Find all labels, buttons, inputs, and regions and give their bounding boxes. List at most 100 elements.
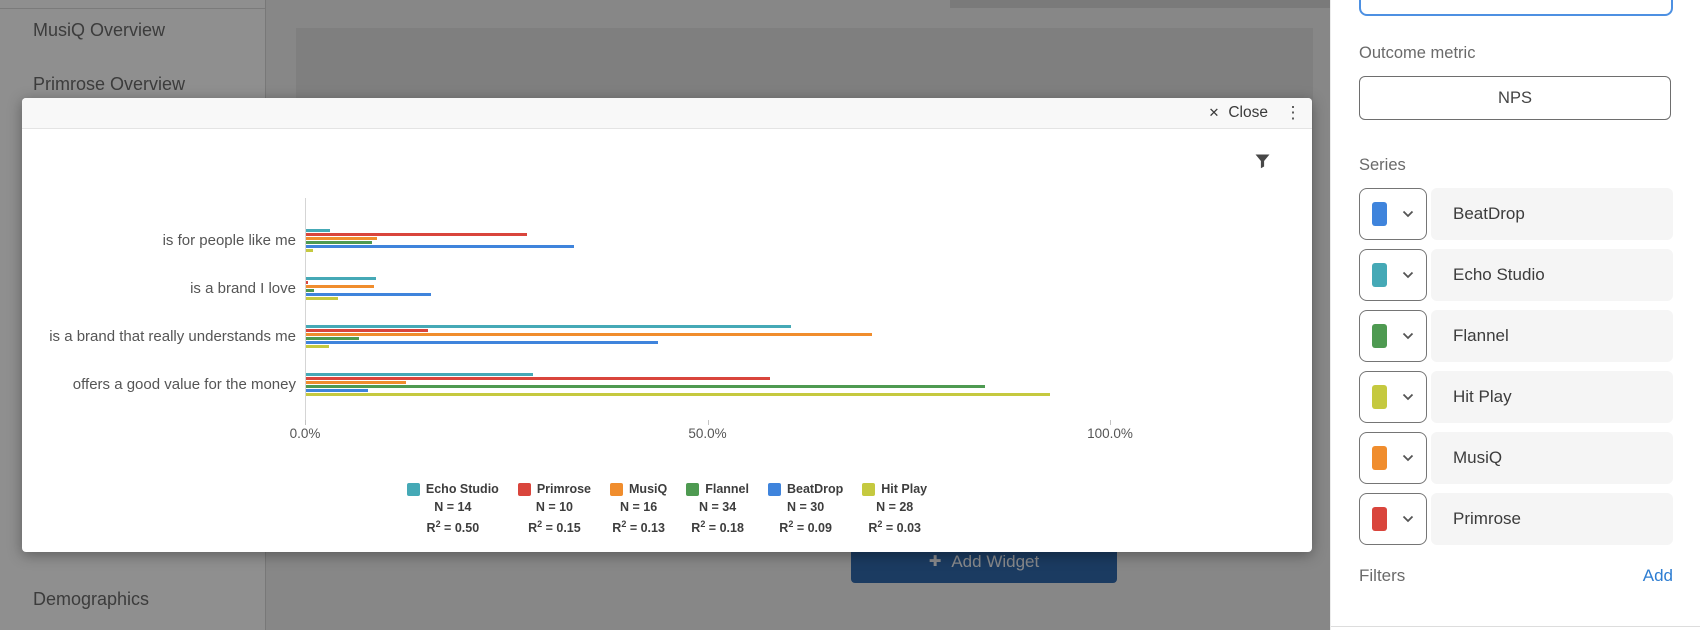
- series-color-swatch-icon: [1372, 446, 1387, 470]
- legend-n-value: N = 34: [699, 500, 737, 515]
- series-color-dropdown[interactable]: [1359, 432, 1427, 484]
- series-color-dropdown[interactable]: [1359, 249, 1427, 301]
- bar-musiq[interactable]: [306, 381, 406, 385]
- close-button[interactable]: ✕ Close: [1202, 98, 1274, 128]
- legend-series-name: MusiQ: [629, 482, 668, 496]
- bar-musiq[interactable]: [306, 285, 374, 289]
- bar-hit-play[interactable]: [306, 344, 329, 348]
- legend-series-name: BeatDrop: [786, 482, 844, 496]
- series-color-dropdown[interactable]: [1359, 371, 1427, 423]
- legend-r2-value: R2 = 0.13: [612, 518, 665, 535]
- legend-item[interactable]: Echo Studio N = 14 R2 = 0.50: [406, 482, 499, 535]
- series-name-pill[interactable]: BeatDrop: [1431, 188, 1673, 240]
- legend-item[interactable]: Hit Play N = 28 R2 = 0.03: [862, 482, 927, 535]
- modal-header: ✕ Close ⋮: [22, 98, 1312, 129]
- plus-icon: ✚: [928, 553, 942, 570]
- legend-series-name: Flannel: [705, 482, 749, 496]
- canvas-top-strip: [950, 0, 1330, 8]
- series-label: Series: [1359, 156, 1406, 174]
- series-color-swatch-icon: [1372, 263, 1387, 287]
- series-color-swatch-icon: [1372, 385, 1387, 409]
- legend-r2-value: R2 = 0.09: [779, 518, 832, 535]
- add-widget-label: Add Widget: [951, 551, 1040, 571]
- bar-flannel[interactable]: [306, 241, 372, 245]
- bar-primrose[interactable]: [306, 377, 770, 381]
- bar-hit-play[interactable]: [306, 248, 314, 252]
- sidebar-item-musiq-overview[interactable]: MusiQ Overview: [33, 20, 166, 40]
- legend-n-value: N = 14: [434, 500, 472, 515]
- series-name-pill[interactable]: Flannel: [1431, 310, 1673, 362]
- filter-funnel-icon[interactable]: [1255, 154, 1270, 172]
- chevron-down-icon: [1402, 515, 1414, 523]
- legend-swatch-icon: [406, 482, 420, 496]
- series-name-pill[interactable]: MusiQ: [1431, 432, 1673, 484]
- legend-series-name: Echo Studio: [425, 482, 499, 496]
- series-name-pill[interactable]: Echo Studio: [1431, 249, 1673, 301]
- x-tick-mark: [305, 420, 306, 425]
- bar-flannel[interactable]: [306, 289, 315, 293]
- bar-flannel[interactable]: [306, 385, 985, 389]
- bar-musiq[interactable]: [306, 237, 377, 241]
- bar-echo-studio[interactable]: [306, 373, 533, 377]
- series-color-swatch-icon: [1372, 202, 1387, 226]
- legend-r2-value: R2 = 0.50: [426, 518, 480, 535]
- series-color-dropdown[interactable]: [1359, 310, 1427, 362]
- x-tick-label: 50.0%: [688, 426, 727, 441]
- bar-beatdrop[interactable]: [306, 388, 368, 393]
- series-color-dropdown[interactable]: [1359, 493, 1427, 545]
- x-tick-label: 0.0%: [289, 426, 321, 441]
- bar-flannel[interactable]: [306, 337, 360, 341]
- metric-input[interactable]: [1359, 0, 1673, 16]
- close-label: Close: [1228, 104, 1268, 121]
- bar-beatdrop[interactable]: [306, 244, 575, 249]
- filters-row: Filters Add: [1359, 566, 1673, 586]
- legend-r2-value: R2 = 0.18: [691, 518, 744, 535]
- outcome-metric-label: Outcome metric: [1359, 44, 1476, 62]
- chart-modal: ✕ Close ⋮ is for people like me is a bran…: [22, 98, 1312, 552]
- category-label: is a brand I love: [190, 280, 296, 297]
- legend-r2-value: R2 = 0.03: [868, 518, 921, 535]
- series-color-dropdown[interactable]: [1359, 188, 1427, 240]
- series-color-swatch-icon: [1372, 507, 1387, 531]
- legend-item[interactable]: BeatDrop N = 30 R2 = 0.09: [767, 482, 844, 535]
- outcome-metric-select[interactable]: NPS: [1359, 76, 1671, 120]
- x-tick-mark: [1110, 420, 1111, 425]
- bar-beatdrop[interactable]: [306, 340, 658, 345]
- legend-item[interactable]: Flannel N = 34 R2 = 0.18: [686, 482, 749, 535]
- legend-n-value: N = 16: [620, 500, 658, 515]
- kebab-menu-icon[interactable]: ⋮: [1282, 98, 1304, 128]
- series-row: MusiQ: [1359, 432, 1673, 484]
- bar-hit-play[interactable]: [306, 296, 339, 300]
- series-row: Hit Play: [1359, 371, 1673, 423]
- bar-primrose[interactable]: [306, 233, 528, 237]
- filters-label: Filters: [1359, 566, 1406, 585]
- bar-primrose[interactable]: [306, 329, 428, 333]
- chevron-down-icon: [1402, 271, 1414, 279]
- legend-item[interactable]: MusiQ N = 16 R2 = 0.13: [610, 482, 667, 535]
- bar-echo-studio[interactable]: [306, 229, 331, 233]
- legend-n-value: N = 28: [876, 500, 914, 515]
- bar-beatdrop[interactable]: [306, 292, 431, 297]
- x-tick-label: 100.0%: [1087, 426, 1133, 441]
- bar-echo-studio[interactable]: [306, 277, 377, 281]
- bar-primrose[interactable]: [306, 281, 309, 285]
- chevron-down-icon: [1402, 332, 1414, 340]
- close-icon: ✕: [1208, 105, 1220, 120]
- series-row: Primrose: [1359, 493, 1673, 545]
- sidebar-item-demographics[interactable]: Demographics: [33, 589, 150, 609]
- series-row: BeatDrop: [1359, 188, 1673, 240]
- series-name-pill[interactable]: Hit Play: [1431, 371, 1673, 423]
- bar-hit-play[interactable]: [306, 392, 1050, 396]
- settings-panel: Outcome metric NPS Series BeatDrop Echo S…: [1330, 0, 1700, 630]
- bar-echo-studio[interactable]: [306, 325, 792, 329]
- legend-n-value: N = 30: [787, 500, 825, 515]
- sidebar-divider: [0, 8, 265, 9]
- sidebar-item-primrose-overview[interactable]: Primrose Overview: [33, 74, 186, 94]
- add-filter-link[interactable]: Add: [1642, 566, 1673, 585]
- chart-legend: Echo Studio N = 14 R2 = 0.50 Primrose N = 10…: [22, 482, 1312, 535]
- legend-item[interactable]: Primrose N = 10 R2 = 0.15: [517, 482, 591, 535]
- series-name-pill[interactable]: Primrose: [1431, 493, 1673, 545]
- legend-r2-value: R2 = 0.15: [528, 518, 581, 535]
- bar-musiq[interactable]: [306, 333, 872, 337]
